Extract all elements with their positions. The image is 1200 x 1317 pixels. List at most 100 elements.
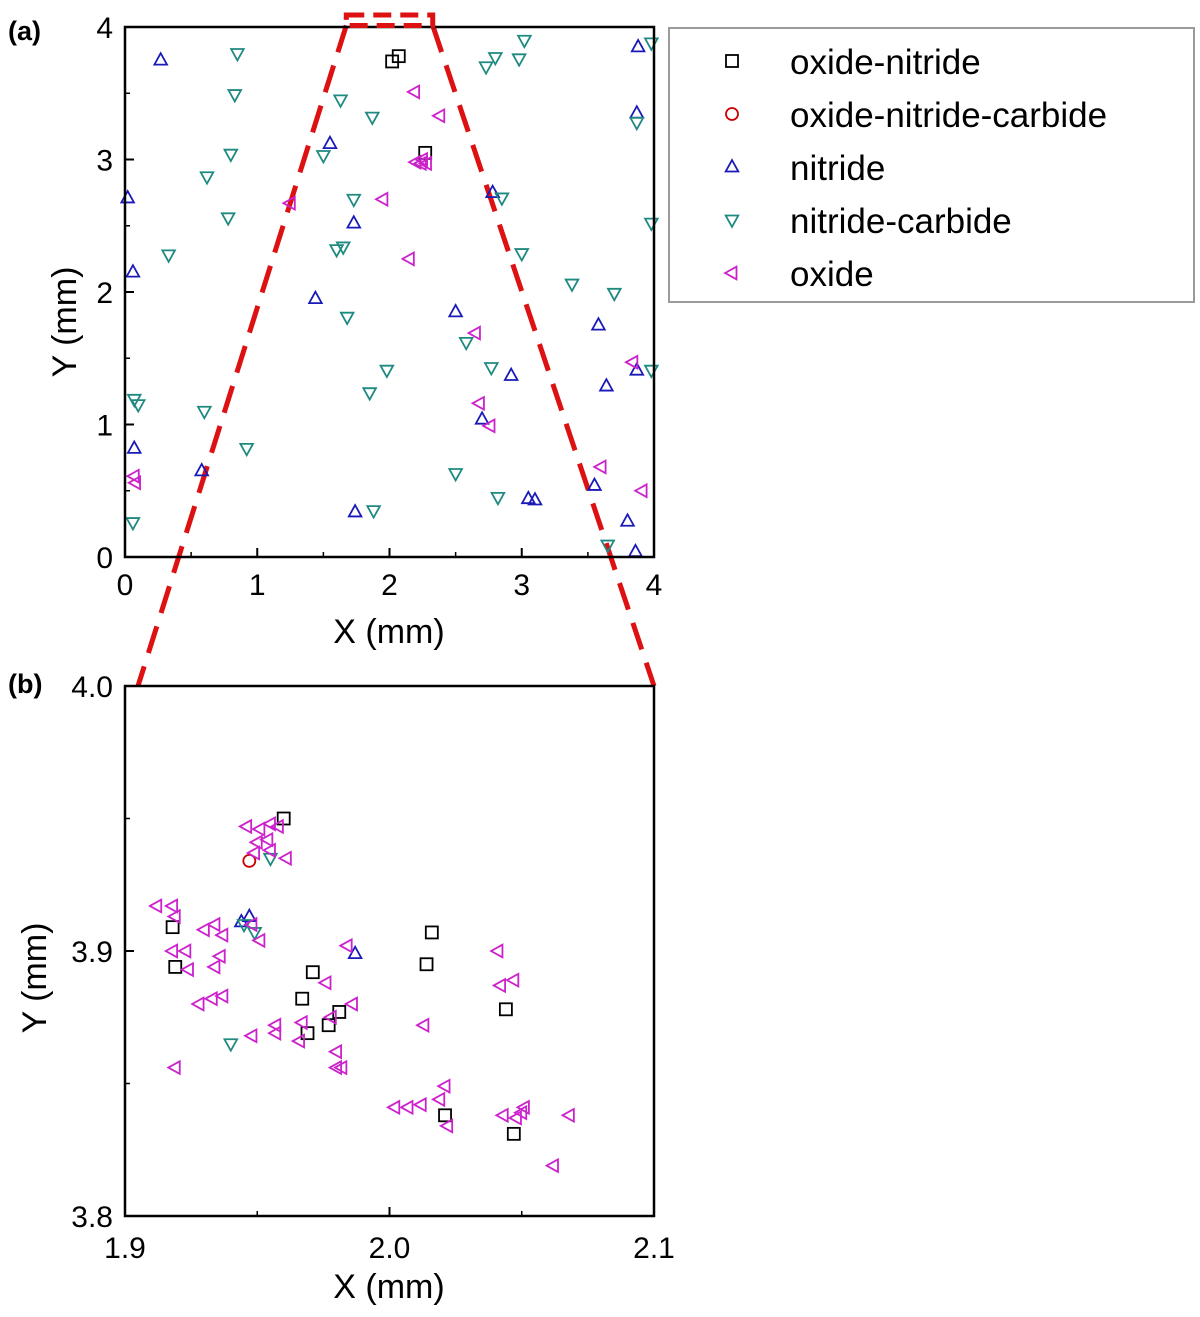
point-nitride-carbide [315,150,332,165]
point-nitride-carbide [643,217,660,232]
point-nitride-carbide [447,468,464,483]
point-nitride-carbide [606,287,623,303]
point-nitride [598,377,615,392]
point-nitride-carbide [220,212,236,227]
point-oxide [438,1118,454,1134]
point-oxide [386,1099,401,1116]
series-oxide [125,84,648,499]
point-oxide-nitride [385,54,400,69]
point-nitride [586,476,603,491]
point-nitride [119,189,136,204]
legend: oxide-nitride oxide-nitride-carbide nitr… [668,27,1195,303]
point-oxide [333,1059,348,1076]
zoom-connector-left [135,24,349,687]
y-tick-label: 0 [96,542,113,575]
x-tick-label: 1 [249,569,266,602]
point-nitride-carbide [599,539,616,554]
point-oxide [293,1014,308,1031]
point-oxide-nitride-carbide [242,854,257,868]
point-oxide-nitride [498,1002,513,1017]
point-nitride-carbide [125,517,141,532]
series-nitride [233,907,363,960]
point-nitride [322,134,338,150]
point-nitride-carbide [643,364,660,379]
point-nitride [345,214,362,229]
point-nitride-carbide [226,89,243,104]
y-tick-label: 4.0 [71,671,113,704]
point-nitride [628,361,645,376]
point-nitride-carbide [643,37,660,52]
point-nitride [474,410,490,425]
x-tick-label: 4 [646,569,663,602]
plot-frame [123,684,656,1218]
point-oxide [494,1107,509,1124]
point-oxide [560,1107,575,1124]
point-oxide [206,959,221,975]
legend-marker-oxide [723,265,738,281]
panel-a-ylabel: Y (mm) [46,267,84,378]
point-nitride-carbide [478,61,494,76]
point-oxide [481,417,496,434]
point-oxide [400,251,415,267]
point-oxide [412,155,427,172]
point-oxide [245,845,261,861]
point-nitride [527,491,543,506]
x-tick-label: 2 [381,569,398,602]
point-nitride [619,512,636,527]
y-tick-label: 2 [96,277,113,310]
point-oxide [507,1110,522,1126]
point-oxide [243,1027,258,1044]
point-oxide [430,107,446,124]
panel-a-xlabel: X (mm) [333,613,444,651]
point-nitride [628,104,645,119]
point-oxide [430,1091,446,1108]
y-tick-label: 3.8 [71,1201,113,1234]
point-oxide [417,155,432,172]
point-nitride-carbide [564,278,580,293]
point-oxide [190,996,205,1012]
point-oxide-nitride [419,957,434,972]
point-oxide [505,972,520,988]
point-oxide [277,850,292,867]
point-oxide-nitride [295,991,310,1006]
point-nitride-carbide [379,364,395,379]
y-tick-label: 3.9 [71,936,113,969]
point-nitride-carbide [222,1038,239,1053]
point-oxide [466,325,481,341]
panel-b-scatter: 1.9 2.0 2.1 3.8 3.9 4.0 [71,671,675,1265]
point-oxide [281,195,296,212]
point-nitride-carbide [130,399,147,414]
point-nitride-carbide [487,52,504,67]
point-nitride-carbide [160,249,177,264]
point-oxide [624,354,639,371]
series-oxide-nitride [165,811,521,1141]
point-nitride [484,183,501,199]
point-nitride-carbide [335,241,352,256]
point-nitride [307,289,324,305]
point-nitride-carbide [516,34,533,50]
point-nitride [590,316,607,331]
point-nitride-carbide [361,387,378,402]
point-oxide [166,908,181,925]
point-oxide [267,1025,282,1041]
panel-a-label: (a) [8,16,41,46]
x-tick-label: 1.9 [104,1232,146,1265]
point-nitride-carbide [513,248,530,263]
point-oxide [267,1017,282,1034]
point-oxide [163,943,179,959]
legend-label-nitride: nitride [790,149,885,188]
y-tick-label: 1 [96,409,113,442]
point-oxide [544,1157,559,1174]
legend-frame [668,27,1195,303]
zoom-box [343,12,436,28]
point-oxide [374,191,389,208]
point-oxide [269,818,284,835]
point-nitride [520,489,537,505]
point-oxide [177,943,192,959]
point-nitride [126,439,143,454]
point-nitride [627,542,644,558]
point-nitride [347,503,363,518]
point-oxide-nitride [305,965,320,980]
